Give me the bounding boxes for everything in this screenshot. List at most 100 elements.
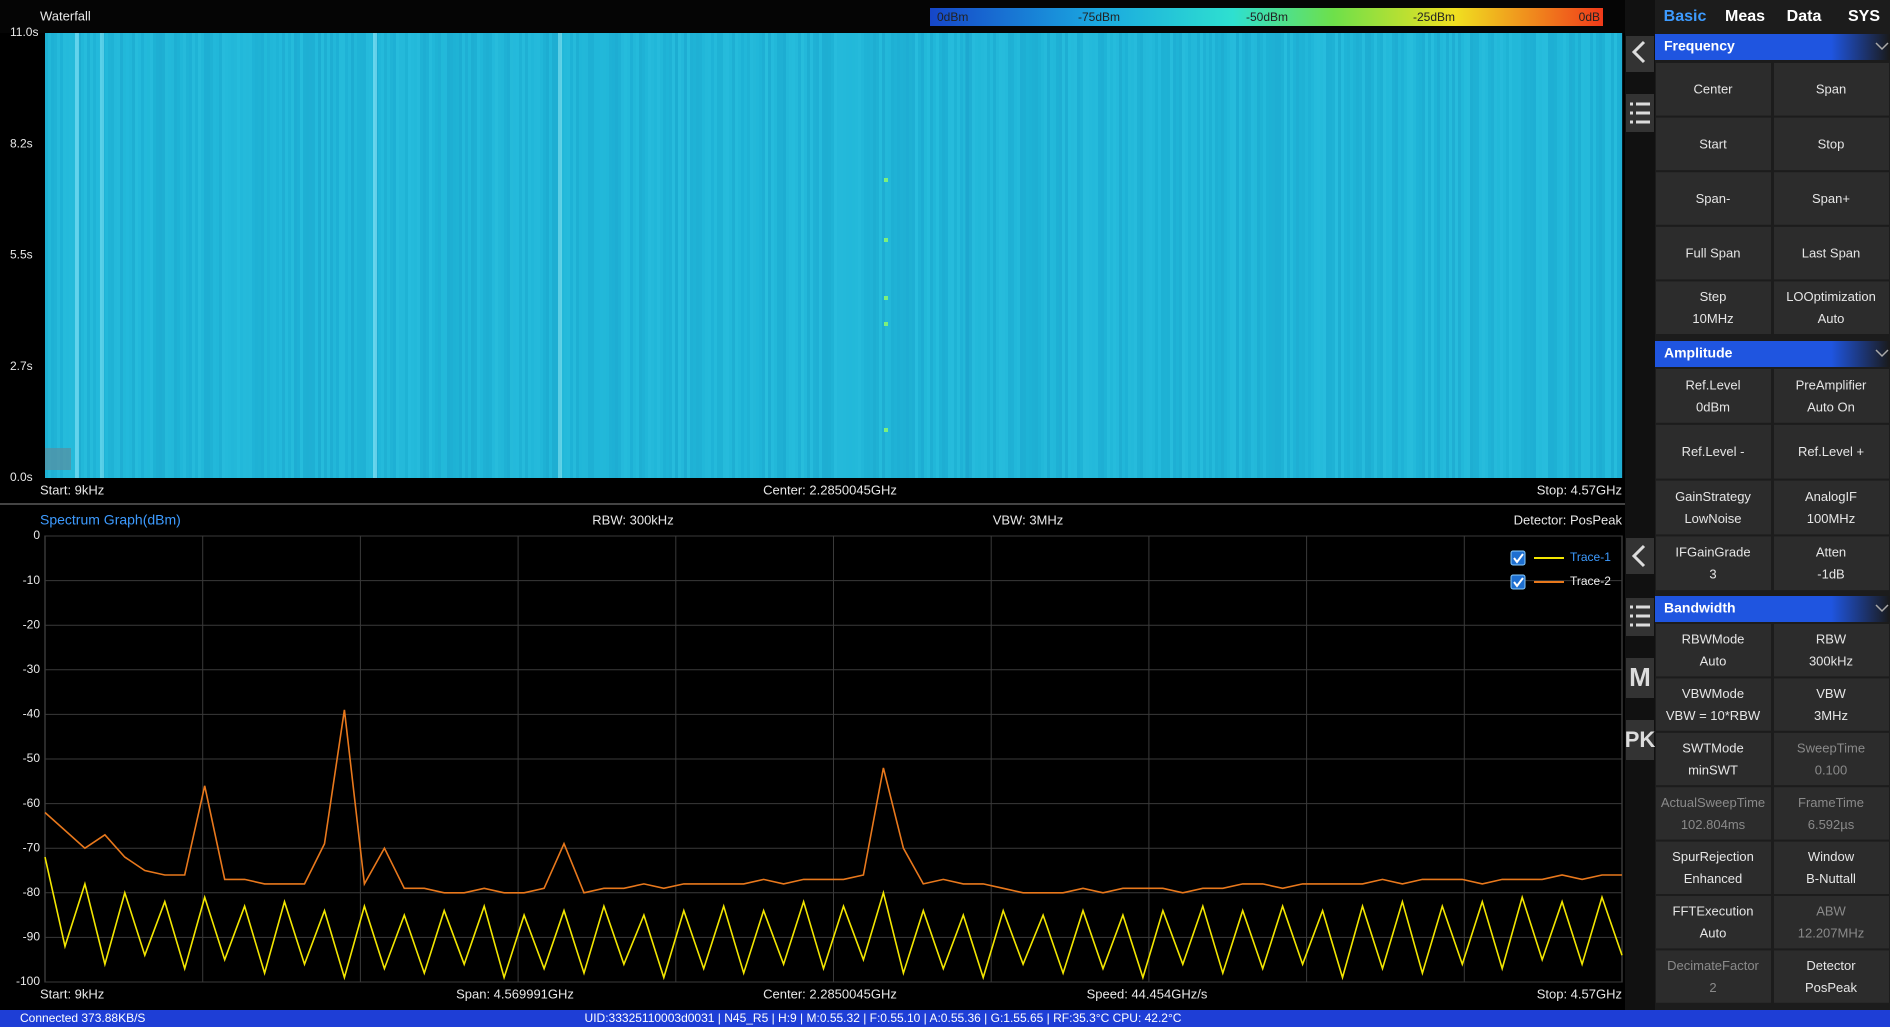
stripe: [324, 33, 327, 478]
tab[interactable]: Data: [1787, 8, 1822, 25]
y-tick-label: -90: [23, 930, 41, 944]
stripe: [360, 33, 363, 478]
time-tick-label: 2.7s: [10, 359, 33, 373]
stripe: [1140, 33, 1143, 478]
button-value: 0.100: [1815, 762, 1848, 777]
stripe: [1089, 33, 1092, 478]
stripe: [927, 33, 930, 478]
stripe: [318, 33, 321, 478]
waterfall-title: Waterfall: [40, 8, 91, 23]
stripe: [1425, 33, 1428, 478]
stripe: [225, 33, 228, 478]
stripe: [1371, 33, 1374, 478]
legend-label: Trace-1: [1570, 550, 1611, 564]
stripe: [765, 33, 768, 478]
stripe: [363, 33, 366, 478]
stripe: [837, 33, 840, 478]
legend-checkbox[interactable]: [1511, 575, 1525, 589]
stripe: [1041, 33, 1044, 478]
stripe: [345, 33, 348, 478]
button-label: GainStrategy: [1675, 489, 1751, 504]
stripe: [1272, 33, 1275, 478]
stripe: [804, 33, 807, 478]
span-label: Span: 4.569991GHz: [456, 986, 574, 1001]
stripe: [1134, 33, 1137, 478]
stripe: [1215, 33, 1218, 478]
stripe: [201, 33, 204, 478]
stripe: [399, 33, 402, 478]
stripe: [516, 33, 519, 478]
stripe: [573, 33, 576, 478]
stripe: [111, 33, 114, 478]
tab[interactable]: SYS: [1848, 8, 1880, 25]
stripe: [348, 33, 351, 478]
stripe: [132, 33, 135, 478]
stripe: [1362, 33, 1365, 478]
stripe: [1263, 33, 1266, 478]
stripe: [1209, 33, 1212, 478]
stripe: [915, 33, 918, 478]
stripe: [1527, 33, 1530, 478]
y-tick-label: -30: [23, 662, 41, 676]
time-tick-label: 5.5s: [10, 248, 33, 262]
colorbar-label: -75dBm: [1078, 10, 1120, 24]
stripe: [93, 33, 96, 478]
stripe: [1248, 33, 1251, 478]
stripe: [1101, 33, 1104, 478]
stripe: [126, 33, 129, 478]
stripe: [177, 33, 180, 478]
stripe: [1344, 33, 1347, 478]
stripe: [684, 33, 687, 478]
button-value: Auto On: [1807, 399, 1855, 414]
stripe: [1071, 33, 1074, 478]
stripe: [183, 33, 186, 478]
y-tick-label: -80: [23, 885, 41, 899]
stripe: [585, 33, 588, 478]
stripe: [828, 33, 831, 478]
legend-checkbox[interactable]: [1511, 551, 1525, 565]
stripe: [780, 33, 783, 478]
stripe: [1587, 33, 1590, 478]
y-tick-label: -60: [23, 796, 41, 810]
stripe: [1542, 33, 1545, 478]
stripe: [906, 33, 909, 478]
stripe: [1260, 33, 1263, 478]
button-value: 10MHz: [1692, 311, 1733, 326]
stripe: [855, 33, 858, 478]
stripe: [543, 33, 546, 478]
stripe: [264, 33, 267, 478]
stripe: [447, 33, 450, 478]
stripe: [1602, 33, 1605, 478]
stripe: [1407, 33, 1410, 478]
stripe: [1152, 33, 1155, 478]
stripe: [174, 33, 177, 478]
stripe: [1524, 33, 1527, 478]
stripe: [1287, 33, 1290, 478]
collapse-button[interactable]: [1626, 36, 1654, 72]
stripe: [858, 33, 861, 478]
stripe: [1374, 33, 1377, 478]
stripe: [1218, 33, 1221, 478]
stripe: [1461, 33, 1464, 478]
stripe: [165, 33, 168, 478]
stripe: [1254, 33, 1257, 478]
stripe: [120, 33, 123, 478]
stripe: [276, 33, 279, 478]
button-label: PreAmplifier: [1796, 377, 1867, 392]
tab[interactable]: Meas: [1725, 8, 1765, 25]
stripe: [975, 33, 978, 478]
stripe: [1185, 33, 1188, 478]
stripe: [1275, 33, 1278, 478]
stripe: [108, 33, 111, 478]
stripe: [1353, 33, 1356, 478]
signal-dot: [884, 296, 888, 300]
stripe: [1449, 33, 1452, 478]
collapse-button[interactable]: [1626, 538, 1654, 574]
stripe: [969, 33, 972, 478]
stripe: [1149, 33, 1152, 478]
button-value: Enhanced: [1684, 871, 1743, 886]
stripe: [621, 33, 624, 478]
toolbar: [1625, 0, 1655, 1010]
stripe: [327, 33, 330, 478]
tab[interactable]: Basic: [1664, 8, 1707, 25]
